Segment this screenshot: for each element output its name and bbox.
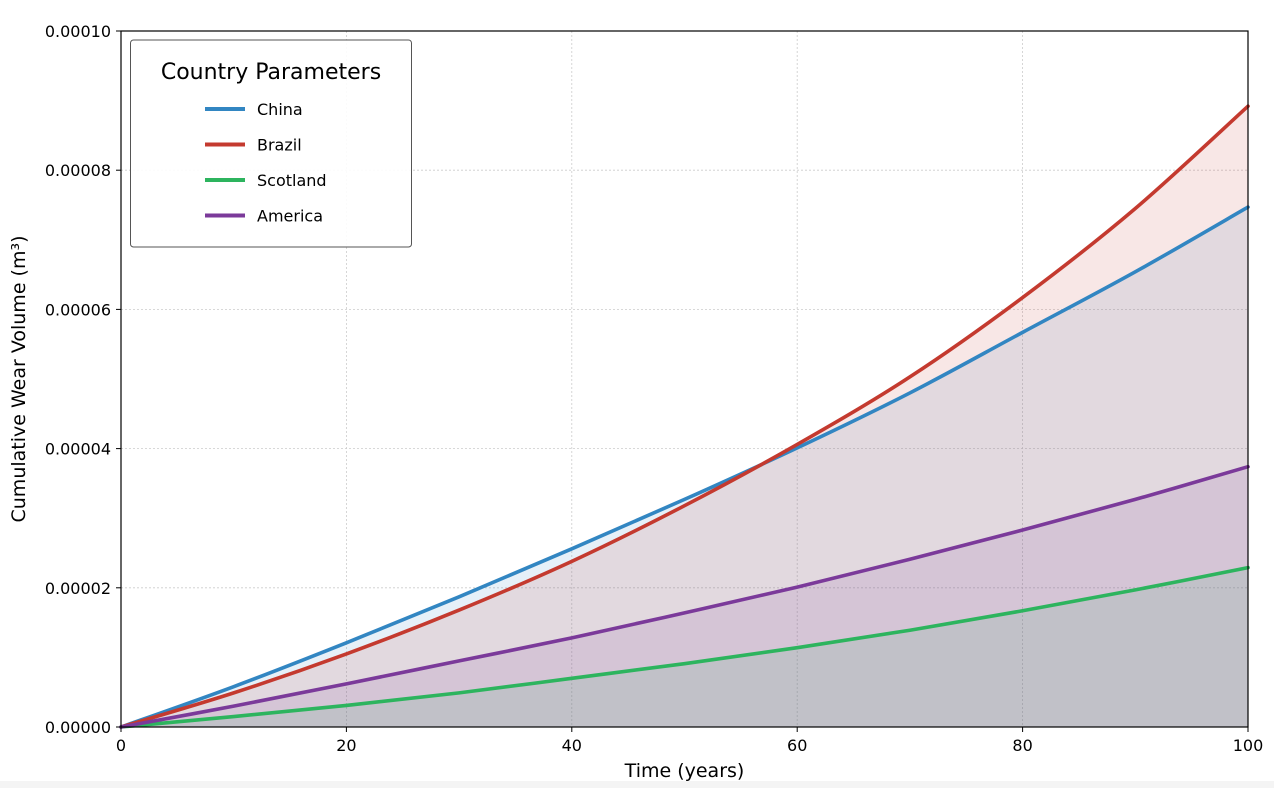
legend-label-america: America	[257, 207, 323, 226]
x-tick-label-3: 60	[787, 736, 807, 755]
series-line-brazil	[119, 104, 1250, 729]
y-axis-title: Cumulative Wear Volume (m³)	[8, 236, 30, 523]
area-fill-brazil	[121, 106, 1248, 728]
legend-items: China Brazil Scotland America	[205, 100, 327, 226]
legend-box	[130, 39, 412, 248]
y-tick-label-5: 0.00010	[45, 22, 111, 41]
legend-title: Country Parameters	[161, 60, 381, 85]
x-axis-ticks: 0 20 40 60 80 100	[116, 727, 1263, 755]
legend-label-brazil: Brazil	[257, 136, 302, 155]
series-lines	[119, 104, 1250, 729]
plot-frame	[120, 30, 1249, 728]
area-fills	[121, 106, 1248, 728]
legend: Country Parameters China Brazil Scotland Am…	[130, 39, 412, 248]
y-tick-label-0: 0.00000	[45, 718, 111, 737]
y-tick-label-2: 0.00004	[45, 440, 111, 459]
x-tick-label-4: 80	[1012, 736, 1032, 755]
y-axis-ticks: 0.00000 0.00002 0.00004 0.00006 0.00008 0.000…	[45, 22, 121, 737]
legend-label-scotland: Scotland	[257, 171, 327, 190]
y-tick-label-1: 0.00002	[45, 579, 111, 598]
area-fill-america	[121, 466, 1248, 727]
series-line-america	[119, 464, 1250, 729]
x-tick-label-0: 0	[116, 736, 126, 755]
series-line-china	[119, 205, 1250, 729]
y-tick-label-3: 0.00006	[45, 300, 111, 319]
legend-label-china: China	[257, 100, 303, 119]
bottom-strip	[0, 781, 1274, 788]
area-fill-scotland	[121, 567, 1248, 727]
x-axis-title: Time (years)	[624, 760, 745, 782]
series-line-scotland	[119, 565, 1250, 729]
area-fill-china	[121, 207, 1248, 727]
x-tick-label-5: 100	[1233, 736, 1264, 755]
x-tick-label-2: 40	[562, 736, 582, 755]
y-tick-label-4: 0.00008	[45, 161, 111, 180]
x-tick-label-1: 20	[336, 736, 356, 755]
